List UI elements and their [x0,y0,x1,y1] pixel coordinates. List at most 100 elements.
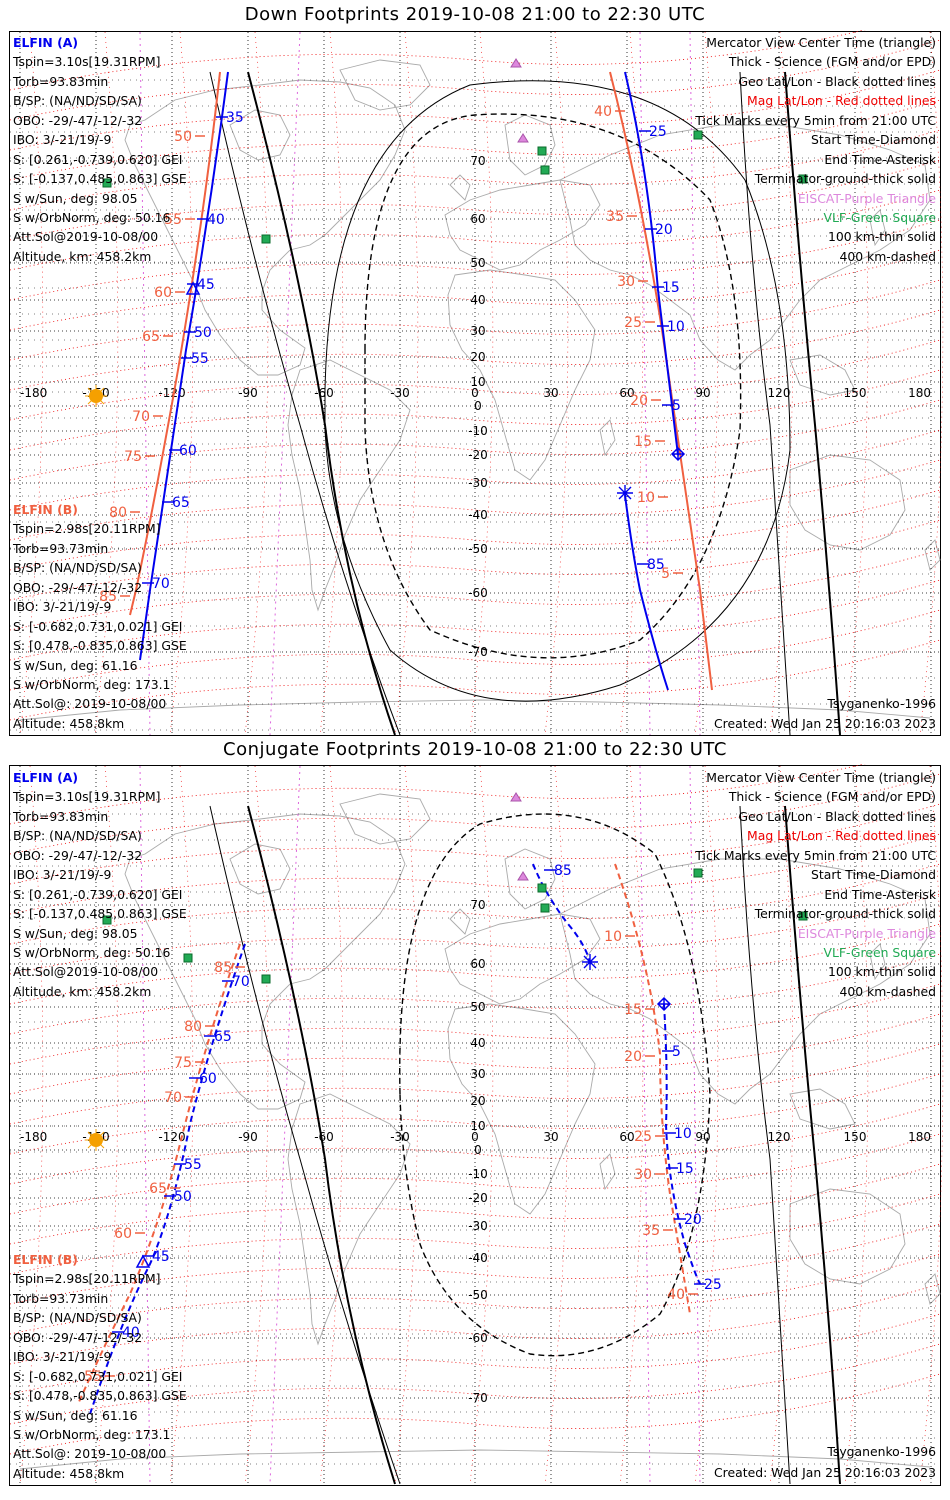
tick-label-b: 15 [624,1002,642,1018]
elfin-b-info: ELFIN (B) Tspin=2.98s[20.11RPM] Torb=93.… [13,1250,187,1483]
tick-label-a: 35 [226,110,244,126]
legend-item: Tick Marks every 5min from 21:00 UTC [695,847,936,863]
vlf-square-icon [693,868,703,878]
lat-label: 40 [470,293,485,307]
lat-label: 0 [474,1143,482,1157]
terminator [209,805,841,1485]
elfin-b-info: ELFIN (B) Tspin=2.98s[20.11RPM] Torb=93.… [13,500,187,733]
lat-label: -60 [468,1331,488,1345]
vlf-square-icon [537,146,547,156]
tick-label-b: 65 [149,1181,167,1197]
info-line: Altitude, km: 458.2km [13,248,152,264]
tick-label-b: 20 [624,1049,642,1065]
sun-icon [85,385,107,407]
tick-label-a: 5 [672,398,681,414]
visibility-rings [399,813,711,1357]
info-line: Att.Sol@2019-10-08/00 [13,229,159,245]
lon-label: 90 [695,386,710,400]
info-line: S w/OrbNorm, deg: 173.1 [13,1426,171,1442]
info-line: B/SP: (NA/ND/SD/SA) [13,828,142,844]
tick-label-a: 55 [191,351,209,367]
info-line: S: [0.478,-0.835,0.863] GSE [13,1388,187,1404]
legend-item: Start Time-Diamond [811,132,936,148]
lat-label: 20 [470,350,485,364]
eiscat-triangle-icon [510,58,522,68]
lon-label: -30 [390,1130,410,1144]
info-line: Torb=93.73min [13,540,109,556]
tick-label-a: 10 [667,319,685,335]
lat-label: -20 [468,448,488,462]
elfin-b-heading: ELFIN (B) [13,502,78,517]
eiscat-triangle-icon [510,792,522,802]
elfin-a-heading: ELFIN (A) [13,35,79,50]
legend-item: 400 km-dashed [839,983,936,999]
lat-label: 10 [470,1119,485,1133]
tick-label-a: 5 [672,1044,681,1060]
model-label: Tsyganenko-1996 [827,696,936,711]
tick-label-b: 30 [634,1167,652,1183]
elfin-b-track [77,863,691,1405]
info-line: S w/Sun, deg: 98.05 [13,190,138,206]
tick-label-a: 40 [122,1325,140,1341]
eiscat-triangle-icon [517,871,529,881]
info-line: Torb=93.73min [13,1290,109,1306]
legend-item: Terminator-ground-thick solid [754,171,936,187]
tick-label-b: 35 [642,1223,660,1239]
legend-item: Geo Lat/Lon - Black dotted lines [738,808,936,824]
info-line: S w/OrbNorm, deg: 50.16 [13,944,171,960]
lon-label: -30 [390,386,410,400]
legend-item: Mercator View Center Time (triangle) [706,35,936,50]
lat-label: -30 [468,476,488,490]
elfin-a-track [139,71,679,691]
lat-label: 70 [470,898,485,912]
end-time-asterisk-icon [617,485,633,501]
lat-label: 30 [470,1067,485,1081]
tick-label-b: 55 [164,212,182,228]
lon-label: 60 [619,1130,634,1144]
info-line: Torb=93.83min [13,808,109,824]
vlf-square-icon [102,178,112,188]
tick-label-b: 70 [164,1090,182,1106]
lon-label: -90 [238,386,258,400]
legend-item-mag: Mag Lat/Lon - Red dotted lines [747,828,936,844]
info-line: Att.Sol@: 2019-10-08/00 [13,1446,167,1462]
markers [85,792,808,1268]
tick-label-b: 60 [154,285,172,301]
tick-label-a: 40 [207,212,225,228]
info-line: Tspin=3.10s[19.31RPM] [13,54,161,70]
vlf-square-icon [798,174,808,184]
legend-item: Thick - Science (FGM and/or EPD) [728,789,936,805]
info-line: OBO: -29/-47/-12/-32 [13,112,143,128]
legend-item: Geo Lat/Lon - Black dotted lines [738,73,936,89]
legend-item: Mercator View Center Time (triangle) [706,770,936,785]
created-label: Created: Wed Jan 25 20:16:03 2023 [714,1465,936,1480]
info-line: IBO: 3/-21/19/-9 [13,867,112,883]
lat-label: 20 [470,1094,485,1108]
info-line: Att.Sol@: 2019-10-08/00 [13,696,167,712]
info-line: S w/Sun, deg: 98.05 [13,925,138,941]
lon-label: 30 [543,386,558,400]
tick-marks: 3540455055606570252015105855055606570758… [99,104,685,605]
lat-label: -50 [468,542,488,556]
elfin-a-info: ELFIN (A) Tspin=3.10s[19.31RPM] Torb=93.… [13,768,187,1001]
info-line: S: [0.478,-0.835,0.863] GSE [13,638,187,654]
info-line: S: [-0.682,0.731,0.021] GEI [13,618,183,634]
start-time-diamond-icon [656,996,672,1012]
lat-label: 50 [470,1000,485,1014]
tick-label-a: 15 [662,280,680,296]
tick-label-b: 10 [604,929,622,945]
tick-label-b: 80 [109,505,127,521]
info-line: Tspin=2.98s[20.11RPM] [13,1271,161,1287]
lon-label: 90 [695,1130,710,1144]
tick-label-b: 50 [174,129,192,145]
tick-label-a: 50 [194,325,212,341]
coastlines [19,59,941,721]
info-line: B/SP: (NA/ND/SD/SA) [13,1310,142,1326]
tick-label-a: 65 [172,495,190,511]
tick-label-a: 50 [174,1189,192,1205]
lon-label: -120 [158,386,185,400]
lat-label: 60 [470,212,485,226]
info-line: S: [0.261,-0.739,0.620] GEI [13,886,183,902]
